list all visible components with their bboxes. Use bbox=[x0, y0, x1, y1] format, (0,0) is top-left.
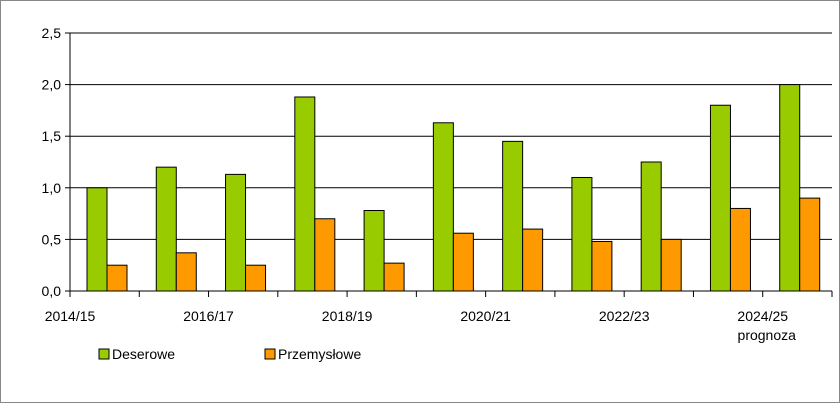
x-tick-label: 2020/21 bbox=[460, 308, 511, 324]
bar bbox=[571, 176, 593, 292]
y-tick-label: 1,5 bbox=[42, 128, 62, 144]
bar bbox=[640, 161, 662, 292]
y-tick-label: 0,0 bbox=[42, 283, 62, 299]
x-tick-label: 2014/15 bbox=[45, 308, 96, 324]
bar bbox=[779, 84, 801, 292]
bar bbox=[799, 197, 821, 292]
bar bbox=[175, 252, 197, 292]
bar bbox=[314, 218, 336, 292]
bar bbox=[432, 122, 454, 292]
bar bbox=[155, 166, 177, 292]
bar bbox=[709, 104, 731, 292]
y-tick-label: 0,5 bbox=[42, 231, 62, 247]
x-tick-label: 2022/23 bbox=[599, 308, 650, 324]
bar bbox=[502, 140, 524, 292]
y-tick-label: 2,5 bbox=[42, 25, 62, 41]
bar bbox=[591, 240, 613, 292]
bar bbox=[383, 262, 405, 292]
bar bbox=[245, 264, 267, 292]
legend-swatch bbox=[98, 348, 110, 360]
bar bbox=[363, 210, 385, 292]
y-tick-label: 1,0 bbox=[42, 180, 62, 196]
bar bbox=[225, 173, 247, 292]
x-tick-label-line: prognoza bbox=[738, 327, 797, 343]
x-tick-label: 2018/19 bbox=[322, 308, 373, 324]
bar bbox=[106, 264, 128, 292]
bar bbox=[660, 238, 682, 292]
bar bbox=[86, 187, 108, 292]
bar bbox=[452, 232, 474, 292]
y-tick-label: 2,0 bbox=[42, 77, 62, 93]
bar bbox=[294, 96, 316, 292]
legend-label: Przemysłowe bbox=[278, 346, 361, 362]
legend-label: Deserowe bbox=[112, 346, 175, 362]
bar bbox=[729, 207, 751, 292]
x-tick-label: 2016/17 bbox=[183, 308, 234, 324]
x-tick-label: 2024/25 prognoza bbox=[737, 308, 796, 343]
x-tick-label-line: 2024/25 bbox=[737, 308, 788, 324]
bar bbox=[522, 228, 544, 292]
legend-swatch bbox=[264, 348, 276, 360]
